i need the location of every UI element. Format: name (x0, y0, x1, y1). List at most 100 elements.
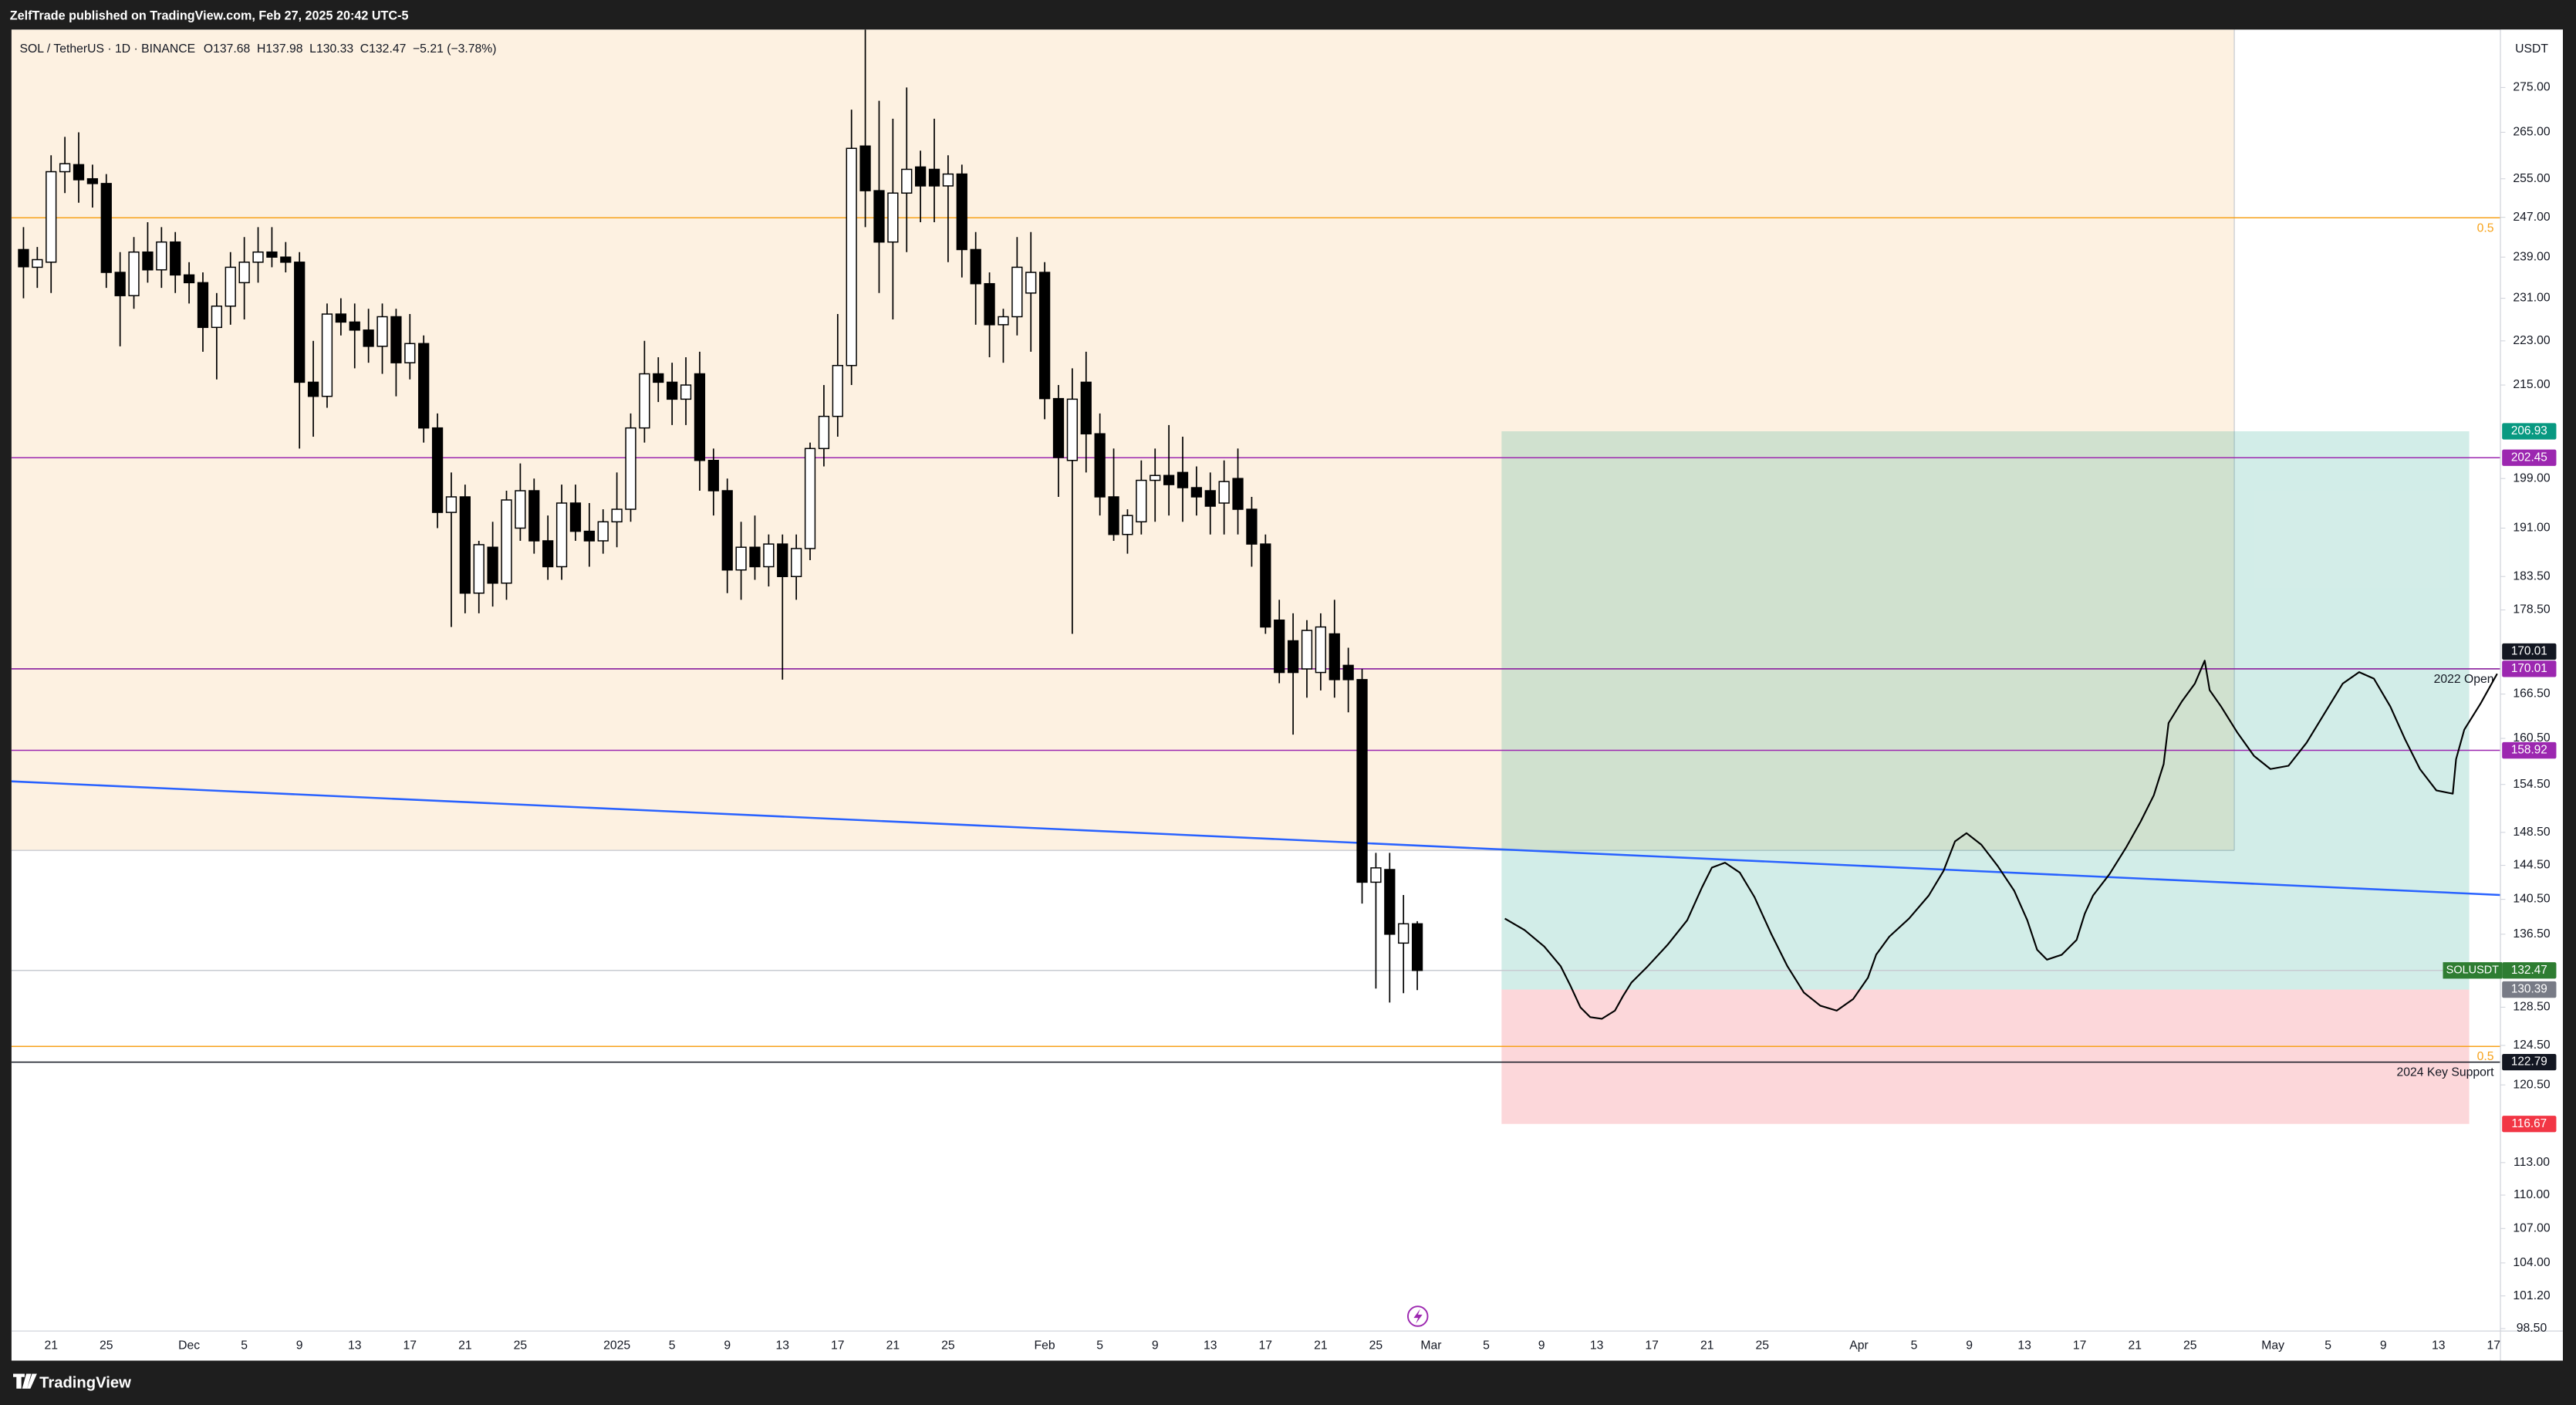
price-tag-label: 132.47 (2511, 964, 2547, 977)
candle-body (915, 166, 927, 187)
x-tick-label: 21 (886, 1339, 900, 1352)
price-tag-label: 158.92 (2511, 744, 2547, 757)
candle-body (653, 373, 664, 383)
position-profit (1501, 431, 2470, 990)
candle-body (791, 548, 802, 577)
x-tick-label: 5 (669, 1339, 676, 1352)
level-label: 0.5 (2477, 1050, 2494, 1063)
x-tick-label: 13 (1590, 1339, 1604, 1352)
candle-body (1342, 664, 1354, 681)
x-tick-label: Feb (1035, 1339, 1055, 1352)
y-tick-label: 231.00 (2513, 292, 2550, 305)
candle-body (542, 540, 554, 568)
candle-body (1246, 508, 1258, 545)
legend-change: −5.21 (−3.78%) (413, 42, 497, 56)
x-tick-label: 9 (2380, 1339, 2387, 1352)
price-tag (2502, 981, 2557, 998)
candle-body (1025, 272, 1037, 294)
x-tick-label: 13 (775, 1339, 789, 1352)
y-tick-label: 178.50 (2513, 603, 2550, 616)
candle-body (59, 163, 71, 173)
x-tick-label: 17 (403, 1339, 417, 1352)
candle-body (763, 543, 775, 568)
candle-body (307, 381, 319, 397)
candle-body (667, 381, 678, 400)
candle-body (1190, 487, 1203, 498)
y-tick-label: 124.50 (2513, 1039, 2550, 1052)
candle-body (487, 546, 498, 584)
candle-body (280, 256, 292, 263)
y-tick-label: 136.50 (2513, 927, 2550, 941)
candle-body (114, 272, 126, 296)
x-tick-label: 21 (1700, 1339, 1714, 1352)
y-tick-label: 166.50 (2513, 687, 2550, 701)
trendline (11, 780, 2501, 897)
candle-body (252, 251, 264, 263)
candle-body (984, 282, 995, 326)
legend-key: H (257, 42, 265, 56)
candle-body (32, 258, 43, 269)
candle-body (818, 415, 830, 450)
candle-body (956, 173, 967, 251)
x-tick-label: Apr (1849, 1339, 1869, 1352)
x-tick-label: 17 (2487, 1339, 2501, 1352)
candle-body (942, 173, 954, 187)
price-tag (2502, 449, 2557, 466)
axis-unit: USDT (2515, 42, 2548, 56)
candle-body (142, 251, 154, 271)
price-tag-label: 116.67 (2511, 1117, 2547, 1130)
price-tag (2502, 1053, 2557, 1071)
legend-symbol: SOL / TetherUS · 1D · BINANCE (20, 42, 196, 56)
x-tick-label: 25 (1756, 1339, 1770, 1352)
legend-value: 137.98 (265, 42, 302, 56)
candle-body (569, 502, 582, 532)
level-label: 2024 Key Support (2396, 1066, 2494, 1079)
brand: TradingView (39, 1375, 131, 1392)
candle-body (625, 427, 636, 510)
candle-body (459, 496, 471, 594)
x-tick-label: Mar (1420, 1339, 1441, 1352)
price-tag-label: 206.93 (2511, 424, 2547, 437)
price-tag-label: 130.39 (2511, 983, 2547, 996)
candle-body (1329, 633, 1340, 681)
y-tick-label: 247.00 (2513, 211, 2550, 224)
candle-body (1052, 397, 1065, 458)
candle-body (211, 306, 223, 329)
drawings (11, 29, 2470, 1124)
x-tick-label: 25 (2183, 1339, 2197, 1352)
y-tick-label: 239.00 (2513, 250, 2550, 263)
projection-path (1504, 660, 2498, 1020)
x-tick-label: 13 (348, 1339, 362, 1352)
x-tick-label: 9 (1538, 1339, 1545, 1352)
x-tick-label: 5 (1096, 1339, 1103, 1352)
candle-body (46, 171, 57, 263)
candle-body (390, 316, 402, 363)
price-tag (2502, 660, 2557, 677)
candle-body (735, 546, 747, 571)
x-tick-label: 9 (296, 1339, 303, 1352)
plot: 0.5 2022 Open 0.5 2024 Key Support (11, 29, 2501, 1079)
x-tick-label: Dec (178, 1339, 200, 1352)
candle-body (1301, 630, 1313, 670)
candle-body (1232, 478, 1244, 510)
y-tick-label: 183.50 (2513, 569, 2550, 583)
candle-body (73, 164, 85, 181)
legend-value: 137.68 (213, 42, 250, 56)
candle-body (225, 266, 236, 307)
candle-body (1315, 626, 1327, 674)
x-tick-label: 2025 (603, 1339, 630, 1352)
x-tick-label: 9 (1966, 1339, 1973, 1352)
candle-body (832, 364, 843, 417)
price-axis (2500, 29, 2563, 1361)
replay-icon[interactable] (1406, 1305, 1429, 1327)
candle-body (156, 241, 167, 271)
level-label: 2022 Open (2434, 673, 2494, 686)
candle-body (749, 546, 761, 568)
candle-body (1177, 471, 1189, 488)
candle-body (804, 448, 816, 549)
x-tick-label: 21 (1314, 1339, 1328, 1352)
candle-body (1080, 381, 1092, 434)
brand-logo (13, 1373, 37, 1389)
candle-body (445, 496, 457, 513)
